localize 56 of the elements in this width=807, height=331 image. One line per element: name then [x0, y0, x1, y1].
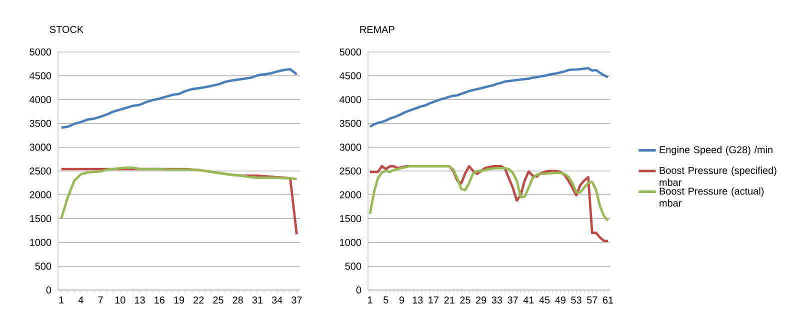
x-tick-label: 25 — [460, 296, 470, 304]
x-tick-label: 10 — [115, 296, 126, 304]
legend-label: Boost Pressure (actual) mbar — [660, 187, 764, 207]
x-tick-label: 7 — [98, 296, 103, 304]
x-tick-label: 4 — [78, 296, 84, 304]
x-tick-label: 33 — [492, 296, 502, 304]
chart-title: STOCK — [50, 26, 84, 33]
x-tick-label: 61 — [602, 296, 614, 304]
x-tick-label: 9 — [399, 296, 404, 304]
y-tick-label: 1500 — [30, 215, 52, 222]
y-tick-label: 4500 — [30, 72, 52, 80]
x-tick-label: 25 — [213, 296, 224, 304]
chart-title: REMAP — [360, 26, 394, 33]
legend-label: Boost Pressure (specified) mbar — [660, 166, 776, 186]
x-tick-label: 29 — [476, 296, 486, 304]
x-tick-label: 53 — [571, 296, 582, 304]
y-tick-label: 5000 — [30, 48, 52, 56]
x-tick-label: 16 — [154, 296, 164, 304]
x-tick-label: 13 — [134, 296, 145, 304]
y-tick-label: 500 — [345, 262, 362, 270]
x-tick-label: 5 — [383, 296, 388, 304]
y-tick-label: 1500 — [340, 215, 362, 222]
x-tick-label: 22 — [194, 296, 204, 304]
legend-label: Engine Speed (G28) /min — [660, 146, 772, 156]
y-tick-label: 1000 — [340, 238, 362, 246]
y-tick-label: 0 — [356, 286, 362, 294]
x-tick-label: 34 — [272, 296, 282, 304]
y-tick-label: 2000 — [30, 191, 52, 198]
x-tick-label: 37 — [292, 296, 302, 304]
y-tick-label: 5000 — [340, 48, 362, 56]
x-tick-label: 13 — [412, 296, 423, 304]
x-tick-label: 21 — [444, 296, 454, 304]
y-tick-label: 4500 — [340, 72, 362, 80]
y-tick-label: 4000 — [30, 96, 52, 104]
x-tick-label: 28 — [232, 296, 243, 304]
y-tick-label: 3000 — [30, 144, 52, 151]
x-tick-label: 19 — [174, 296, 184, 304]
y-tick-label: 2000 — [340, 191, 362, 198]
y-tick-label: 4000 — [340, 96, 362, 104]
y-tick-label: 3500 — [30, 120, 52, 127]
y-tick-label: 500 — [35, 262, 52, 270]
y-tick-label: 2500 — [340, 167, 362, 175]
x-tick-label: 31 — [252, 296, 263, 304]
x-tick-label: 17 — [428, 296, 439, 304]
y-tick-label: 0 — [46, 286, 52, 294]
x-tick-label: 57 — [587, 296, 598, 304]
y-tick-label: 3000 — [340, 144, 362, 151]
x-tick-label: 1 — [59, 296, 64, 304]
y-tick-label: 1000 — [30, 238, 52, 246]
x-tick-label: 45 — [539, 296, 550, 304]
x-tick-label: 41 — [523, 296, 534, 304]
x-tick-label: 49 — [555, 296, 566, 304]
x-tick-label: 37 — [508, 296, 518, 304]
x-tick-label: 1 — [368, 296, 372, 304]
y-tick-label: 2500 — [30, 167, 52, 175]
y-tick-label: 3500 — [340, 120, 362, 127]
